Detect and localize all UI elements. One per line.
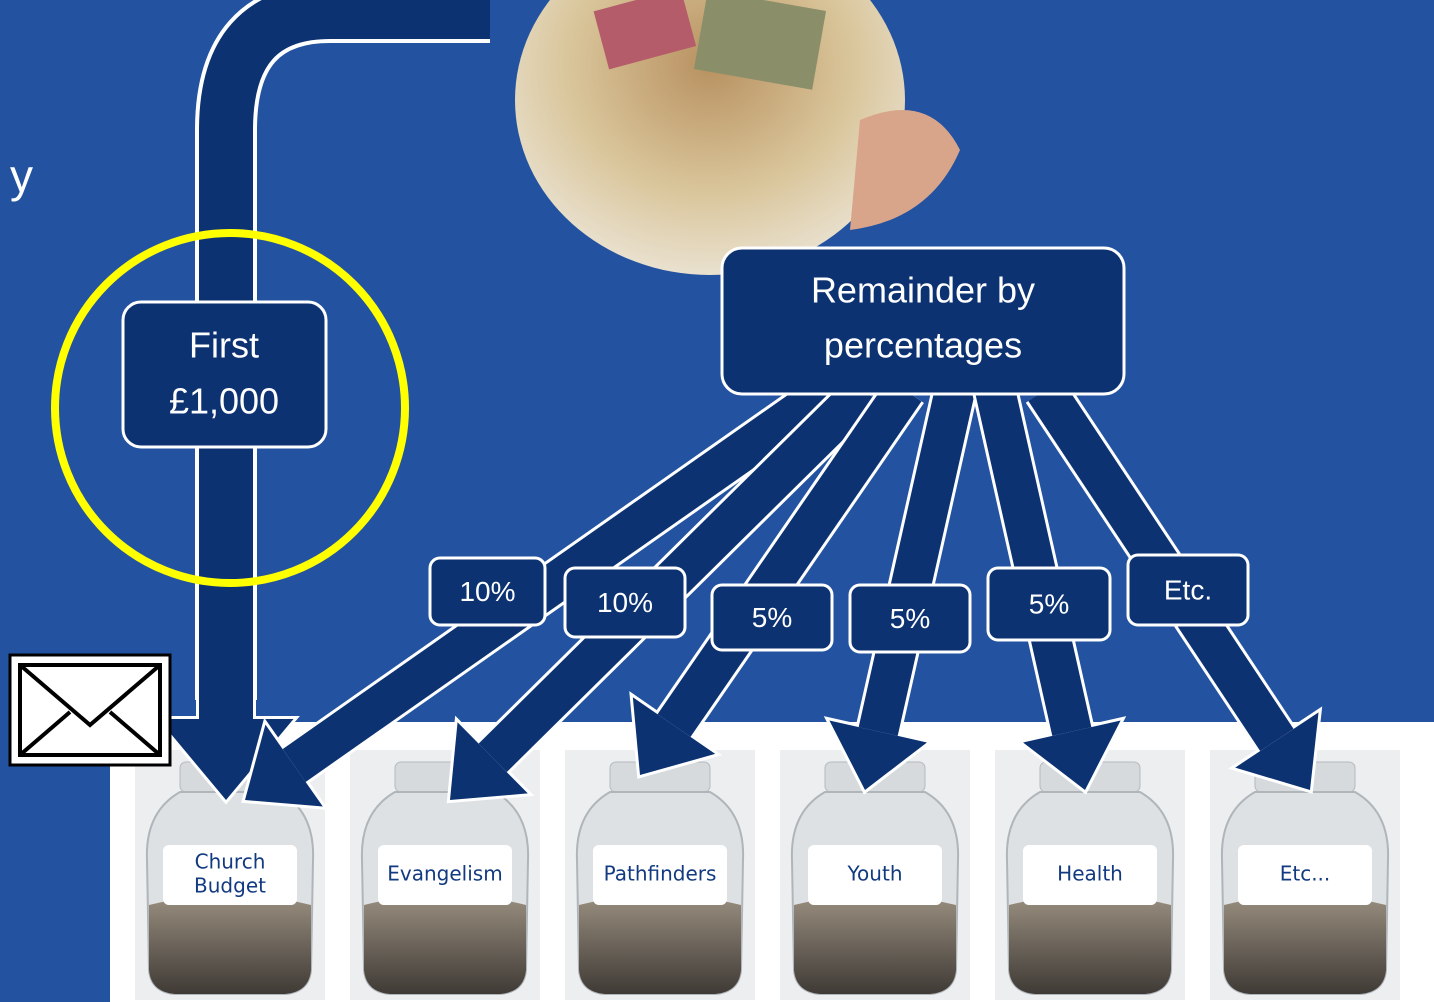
coins <box>149 895 311 994</box>
remainder-line: Remainder by <box>811 270 1035 311</box>
coins <box>579 895 741 994</box>
jar-text: Evangelism <box>387 862 502 886</box>
first-line: First <box>189 325 259 366</box>
split-label: 10% <box>459 576 515 607</box>
split-label: 5% <box>1029 588 1069 619</box>
title-fragment: y <box>10 150 33 202</box>
jar-text: Etc... <box>1280 862 1331 886</box>
jar-text: Budget <box>194 874 266 898</box>
first-box: First £1,000 <box>123 302 326 447</box>
split-label: 5% <box>752 602 792 633</box>
remainder-box: Remainder by percentages <box>722 248 1124 394</box>
coins <box>364 895 526 994</box>
slide: y ChurchBudget Evangelism Pathfinders Youth… <box>0 0 1434 1002</box>
split-label: 10% <box>597 587 653 618</box>
first-line: £1,000 <box>169 381 279 422</box>
envelope <box>10 655 170 765</box>
coins <box>1224 895 1386 994</box>
jar-text: Health <box>1057 862 1123 886</box>
jar: Pathfinders <box>565 750 755 1000</box>
jar-text: Youth <box>847 862 903 886</box>
remainder-line: percentages <box>824 325 1022 366</box>
split-label: Etc. <box>1164 574 1212 605</box>
coins <box>794 895 956 994</box>
split-label: 5% <box>890 603 930 634</box>
jar-text: Pathfinders <box>604 862 717 886</box>
jar: Health <box>995 750 1185 1000</box>
jar-text: Church <box>195 850 266 874</box>
jar: Youth <box>780 750 970 1000</box>
coins <box>1009 895 1171 994</box>
